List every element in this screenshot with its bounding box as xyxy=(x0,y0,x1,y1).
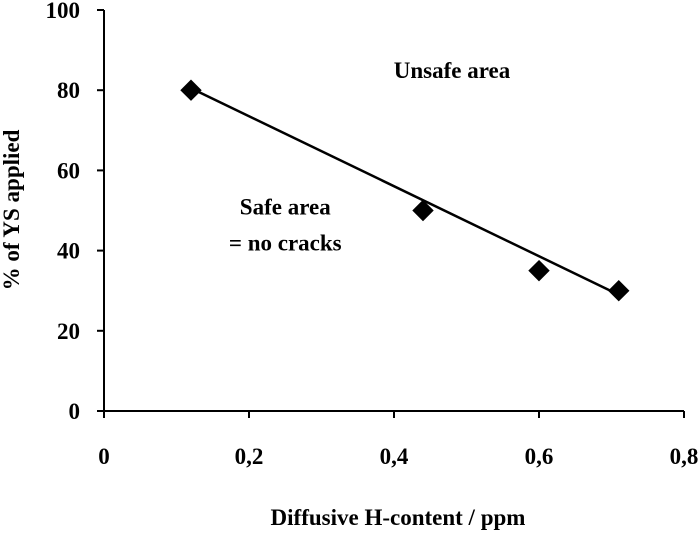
annotation-label: = no cracks xyxy=(229,231,342,256)
annotation-label: Unsafe area xyxy=(394,58,511,83)
y-tick-label: 20 xyxy=(57,319,80,344)
x-tick-label: 0 xyxy=(98,444,110,469)
data-point xyxy=(412,199,434,222)
x-axis-ticks: 0 0,2 0,4 0,6 0,8 xyxy=(98,411,698,469)
y-axis-title: % of YS applied xyxy=(0,129,24,290)
annotation-label: Safe area xyxy=(240,195,331,220)
trendline xyxy=(190,87,620,296)
y-tick-label: 60 xyxy=(57,158,80,183)
data-point xyxy=(608,279,630,302)
x-axis-title: Diffusive H-content / ppm xyxy=(271,505,526,530)
y-tick-label: 0 xyxy=(69,399,81,424)
data-point xyxy=(528,259,550,282)
annotations: Unsafe area Safe area = no cracks xyxy=(229,58,511,255)
x-tick-label: 0,4 xyxy=(380,444,409,469)
trendline-group xyxy=(190,87,620,296)
y-tick-label: 40 xyxy=(57,239,80,264)
x-tick-label: 0,2 xyxy=(235,444,264,469)
y-axis-ticks: 0 20 40 60 80 100 xyxy=(46,0,104,424)
data-point xyxy=(180,79,202,101)
x-tick-label: 0,6 xyxy=(525,444,554,469)
y-tick-label: 100 xyxy=(46,0,81,23)
data-points xyxy=(180,79,630,302)
x-tick-label: 0,8 xyxy=(670,444,699,469)
y-tick-label: 80 xyxy=(57,78,80,103)
